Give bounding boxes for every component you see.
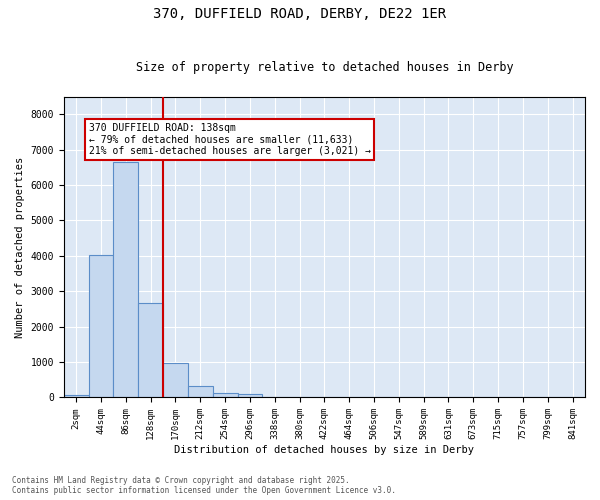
Text: Contains HM Land Registry data © Crown copyright and database right 2025.
Contai: Contains HM Land Registry data © Crown c… (12, 476, 396, 495)
Bar (113, 162, 138, 398)
Text: 370 DUFFIELD ROAD: 138sqm
← 79% of detached houses are smaller (11,633)
21% of s: 370 DUFFIELD ROAD: 138sqm ← 79% of detac… (89, 123, 371, 156)
Text: 370, DUFFIELD ROAD, DERBY, DE22 1ER: 370, DUFFIELD ROAD, DERBY, DE22 1ER (154, 8, 446, 22)
Bar (89, 255, 113, 398)
Title: Size of property relative to detached houses in Derby: Size of property relative to detached ho… (136, 62, 513, 74)
Bar (238, 394, 262, 398)
Bar (188, 386, 212, 398)
Y-axis label: Number of detached properties: Number of detached properties (15, 156, 25, 338)
X-axis label: Distribution of detached houses by size in Derby: Distribution of detached houses by size … (175, 445, 475, 455)
Bar (64, 396, 89, 398)
Bar (163, 363, 188, 398)
Bar (212, 393, 238, 398)
Bar (138, 302, 163, 398)
